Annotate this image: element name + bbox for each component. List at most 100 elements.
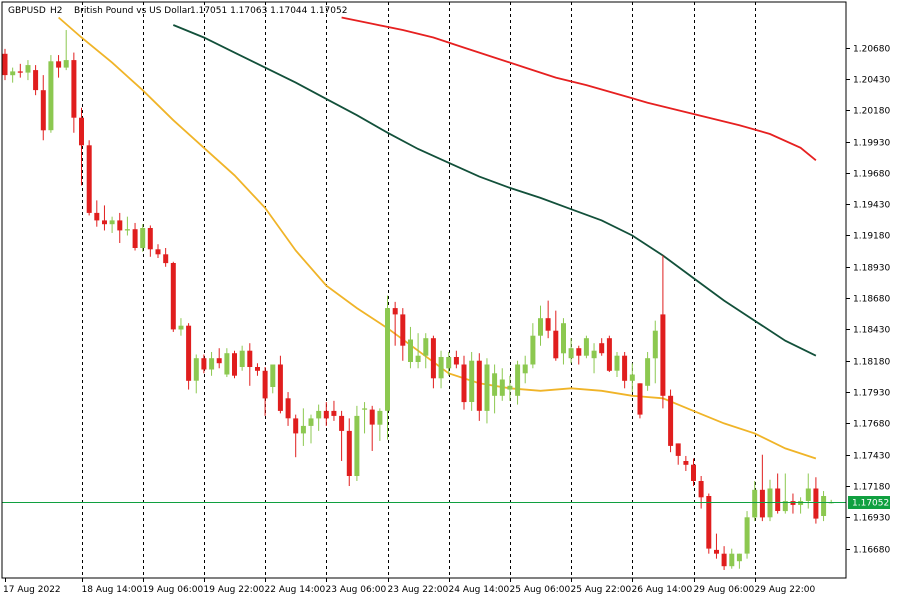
candle-body <box>117 220 123 231</box>
candle-body <box>652 330 658 359</box>
candle-body <box>270 364 276 387</box>
candle-body <box>40 90 46 131</box>
candle-body <box>583 338 589 356</box>
candle-body <box>377 410 383 425</box>
candle-body <box>469 360 475 402</box>
candle-body <box>339 415 345 431</box>
candle-body <box>79 117 84 146</box>
candle-body <box>446 357 452 369</box>
price-tick-label: 1.18680 <box>853 295 890 305</box>
candle-body <box>492 373 498 396</box>
price-tick-label: 1.19430 <box>853 201 890 211</box>
candle-body <box>813 488 819 519</box>
time-axis: 17 Aug 2022 18 Aug 14:00 19 Aug 06:00 19 Au… <box>3 578 815 595</box>
candle-body <box>56 61 62 68</box>
candle-body <box>614 355 620 371</box>
candle-body <box>285 398 291 419</box>
price-tick-label: 1.20680 <box>853 45 890 55</box>
candle-body <box>714 549 719 554</box>
candle-body <box>461 364 467 403</box>
price-tick-label: 1.16930 <box>853 514 890 524</box>
price-tick-label: 1.18430 <box>853 326 890 336</box>
grid-layer <box>82 2 756 578</box>
time-tick-label: 19 Aug 06:00 <box>143 585 204 595</box>
candle-body <box>522 364 528 374</box>
candle-body <box>821 496 827 516</box>
candle-body <box>415 355 421 362</box>
price-tick-label: 1.20180 <box>853 107 890 117</box>
price-tick-label: 1.18180 <box>853 358 890 368</box>
candle-body <box>392 308 398 315</box>
time-tick-label: 25 Aug 06:00 <box>510 585 571 595</box>
candle-body <box>293 418 299 434</box>
candle-body <box>102 220 107 225</box>
candle-body <box>163 254 169 264</box>
candle-body <box>729 553 735 567</box>
candle-body <box>453 357 459 365</box>
candle-body <box>545 318 551 331</box>
candle-body <box>706 496 712 549</box>
candle-body <box>255 367 260 371</box>
candle-body <box>538 318 543 336</box>
candle-body <box>63 60 69 68</box>
time-tick-label: 29 Aug 22:00 <box>755 585 816 595</box>
candle-body <box>124 229 130 231</box>
candle-body <box>499 379 505 396</box>
candle-body <box>201 358 207 370</box>
candle-body <box>408 339 413 362</box>
candle-body <box>561 323 566 354</box>
candle-body <box>239 350 245 367</box>
candle-body <box>178 325 184 330</box>
price-tick-label: 1.18930 <box>853 264 890 274</box>
candle-body <box>591 350 597 359</box>
candle-body <box>805 488 811 501</box>
time-tick-label: 23 Aug 06:00 <box>326 585 387 595</box>
candle-body <box>385 308 390 411</box>
price-tick-label: 1.20430 <box>853 76 890 86</box>
candle-body <box>346 430 352 476</box>
time-tick-label: 19 Aug 22:00 <box>204 585 265 595</box>
candle-body <box>2 53 8 76</box>
candle-body <box>629 374 635 381</box>
price-tick-label: 1.17680 <box>853 420 890 430</box>
time-tick-label: 23 Aug 22:00 <box>388 585 449 595</box>
price-tick-label: 1.17930 <box>853 389 890 399</box>
current-price-label: 1.17052 <box>852 499 889 509</box>
candle-body <box>140 228 146 248</box>
time-tick-label: 22 Aug 14:00 <box>265 585 326 595</box>
time-tick-label: 18 Aug 14:00 <box>82 585 143 595</box>
candle-body <box>515 364 521 396</box>
candle-body <box>675 443 681 456</box>
candle-body <box>736 553 742 562</box>
moving-average-green-line <box>172 24 817 357</box>
time-tick-label: 29 Aug 06:00 <box>694 585 755 595</box>
candle-body <box>331 410 337 416</box>
candle-body <box>645 358 651 386</box>
candle-body <box>193 358 199 381</box>
candle-body <box>553 330 559 359</box>
candle-body <box>186 325 192 381</box>
candle-body <box>48 61 54 131</box>
candle-body <box>132 229 138 248</box>
price-tick-label: 1.16680 <box>853 546 890 556</box>
candle-body <box>300 425 306 434</box>
chart-title-timeframe: H2 <box>50 6 63 16</box>
chart-title: GBPUSD H2 British Pound vs US Dollar 1.1… <box>8 6 347 16</box>
chart-title-description: British Pound vs US Dollar <box>74 6 191 16</box>
candle-body <box>94 212 100 221</box>
candle-body <box>668 395 674 446</box>
candle-body <box>484 364 490 411</box>
candle-body <box>224 353 230 375</box>
candle-body <box>599 343 605 354</box>
candle-body <box>277 364 283 411</box>
moving-average-red-line <box>341 16 817 161</box>
candle-body <box>17 71 23 73</box>
candle-body <box>316 410 322 419</box>
candle-body <box>308 418 314 426</box>
candle-body <box>33 70 39 91</box>
candle-body <box>637 383 643 415</box>
candle-body <box>109 220 115 225</box>
candle-body <box>25 65 31 73</box>
